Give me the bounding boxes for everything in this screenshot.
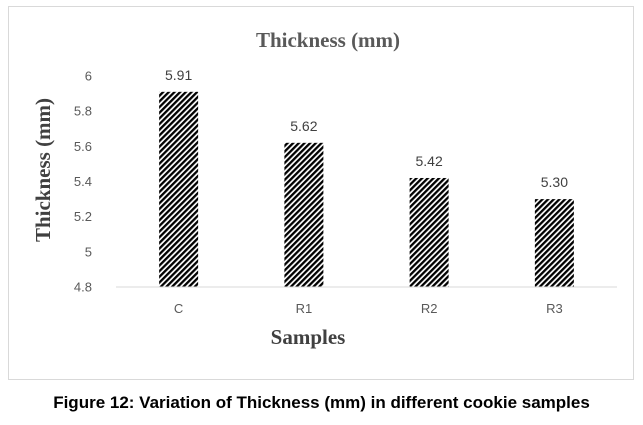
y-axis-label: Thickness (mm) xyxy=(31,98,55,242)
y-tick-labels: 4.8 5 5.2 5.4 5.6 5.8 6 xyxy=(74,69,92,295)
data-label-c: 5.91 xyxy=(165,67,192,83)
chart-title: Thickness (mm) xyxy=(256,28,400,52)
y-tick-label: 5.8 xyxy=(74,104,92,119)
y-tick-label: 5 xyxy=(85,244,92,259)
data-labels: 5.91 5.62 5.42 5.30 xyxy=(165,67,568,190)
y-tick-label: 6 xyxy=(85,69,92,84)
bar-c xyxy=(159,91,199,287)
bar-chart: Thickness (mm) Thickness (mm) Samples 4.… xyxy=(31,28,617,349)
x-axis-label: Samples xyxy=(271,325,346,349)
chart-frame: Thickness (mm) Thickness (mm) Samples 4.… xyxy=(8,6,634,380)
x-tick-labels: C R1 R2 R3 xyxy=(174,301,563,316)
bar-r3 xyxy=(534,199,574,287)
bar-r2 xyxy=(409,177,449,287)
y-tick-label: 5.4 xyxy=(74,174,92,189)
data-label-r2: 5.42 xyxy=(416,153,443,169)
x-tick-label-r2: R2 xyxy=(421,301,438,316)
figure-caption: Figure 12: Variation of Thickness (mm) i… xyxy=(53,393,590,412)
bar-r1 xyxy=(284,142,324,287)
x-tick-label-r1: R1 xyxy=(296,301,313,316)
data-label-r1: 5.62 xyxy=(290,118,317,134)
y-tick-label: 4.8 xyxy=(74,280,92,295)
x-tick-label-r3: R3 xyxy=(546,301,563,316)
y-tick-label: 5.6 xyxy=(74,139,92,154)
bars xyxy=(159,91,574,287)
y-tick-label: 5.2 xyxy=(74,209,92,224)
x-tick-label-c: C xyxy=(174,301,183,316)
data-label-r3: 5.30 xyxy=(541,174,568,190)
